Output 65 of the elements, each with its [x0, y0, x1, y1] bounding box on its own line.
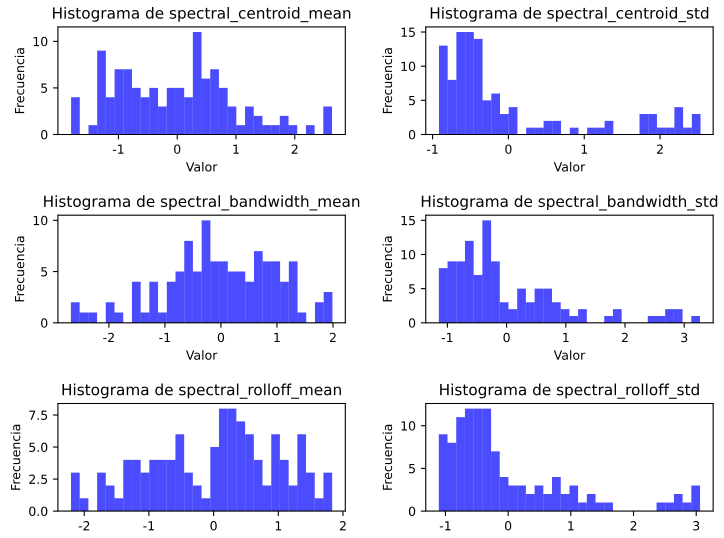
y-axis-title: Frecuencia [382, 48, 392, 114]
chart-title: Histograma de spectral_bandwidth_std [422, 195, 718, 210]
y-tick-label: 5 [409, 464, 415, 474]
x-tick-label: 1 [582, 144, 588, 154]
y-tick-label: 5 [409, 96, 415, 106]
x-tick-label: 2 [330, 332, 336, 342]
x-tick-label: -1 [143, 521, 154, 530]
chart-title: Histograma de spectral_centroid_std [430, 6, 708, 22]
x-tick-label: 2 [292, 144, 298, 154]
y-tick-label: 5 [41, 267, 48, 276]
y-tick-label: 15 [402, 28, 415, 37]
x-tick-label: 2 [657, 144, 663, 154]
x-tick-label: -1 [426, 144, 438, 154]
y-axis-title: Frecuencia [382, 236, 392, 302]
y-tick-label: 0 [408, 506, 416, 516]
y-tick-label: 2.5 [29, 474, 48, 484]
chart-title: Histograma de spectral_rolloff_std [440, 384, 699, 399]
y-tick-label: 10 [402, 250, 416, 260]
y-tick-label: 10 [402, 62, 416, 72]
y-tick-label: 10 [34, 216, 48, 226]
x-tick-label: -1 [112, 144, 124, 154]
x-tick-label: 2 [630, 521, 636, 530]
chart-title: Histograma de spectral_bandwidth_mean [44, 195, 360, 210]
x-tick-label: 3 [681, 332, 688, 342]
x-tick-label: -2 [103, 332, 114, 342]
x-tick-label: 0 [505, 144, 512, 154]
x-tick-label: 1 [233, 144, 239, 154]
x-tick-label: 1 [274, 332, 280, 342]
x-tick-label: 2 [340, 521, 346, 530]
x-tick-label: -2 [78, 521, 90, 530]
y-tick-label: 15 [402, 216, 415, 226]
y-tick-label: 7.5 [29, 410, 48, 420]
x-tick-label: 1 [276, 521, 282, 530]
x-tick-label: 0 [174, 144, 180, 154]
x-tick-label: 3 [693, 521, 700, 530]
y-tick-label: 0 [408, 130, 416, 140]
y-axis-title: Frecuencia [10, 424, 20, 490]
x-tick-label: 0 [503, 332, 510, 342]
x-axis-title: Valor [554, 350, 586, 360]
y-tick-label: 0 [408, 318, 416, 328]
x-tick-label: 0 [210, 521, 217, 530]
y-tick-label: 10 [402, 421, 416, 431]
y-axis-title: Frecuencia [14, 48, 24, 114]
y-axis-title: Frecuencia [382, 424, 392, 490]
y-tick-label: 5 [409, 284, 415, 294]
chart-title: Histograma de spectral_centroid_mean [53, 6, 350, 22]
x-tick-label: 0 [218, 332, 224, 342]
chart-title: Histograma de spectral_rolloff_mean [62, 384, 341, 399]
x-axis-title: Valor [186, 162, 218, 172]
x-axis-title: Valor [554, 162, 586, 172]
y-tick-label: 0 [41, 318, 48, 328]
y-tick-label: 0 [41, 130, 48, 140]
y-tick-label: 10 [34, 36, 48, 46]
x-tick-label: -1 [442, 332, 452, 342]
x-axis-title: Valor [186, 350, 218, 360]
x-tick-label: 0 [504, 521, 512, 530]
y-tick-label: 0.0 [29, 506, 48, 516]
x-tick-label: 2 [622, 332, 628, 342]
y-axis-title: Frecuencia [14, 236, 24, 302]
x-tick-label: 1 [563, 332, 569, 342]
y-tick-label: 5 [41, 84, 48, 93]
x-tick-label: 1 [568, 521, 574, 530]
x-tick-label: -1 [440, 521, 451, 530]
x-tick-label: -1 [159, 332, 170, 342]
y-tick-label: 5.0 [29, 442, 48, 452]
